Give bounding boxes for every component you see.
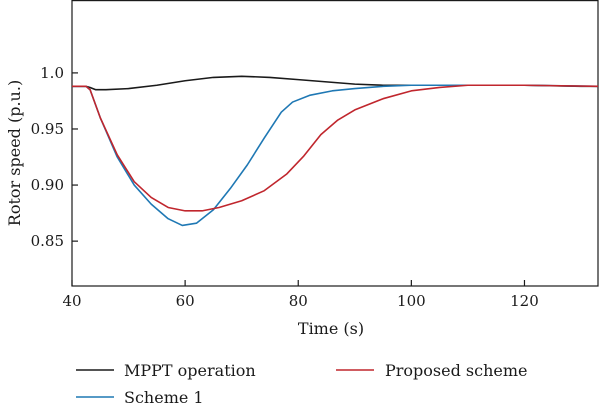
series-line-mppt-operation xyxy=(72,75,598,91)
x-axis-ticks: 40 60 80 100 120 xyxy=(62,280,539,310)
y-tick-label: 1.0 xyxy=(40,64,64,82)
x-tick-label: 60 xyxy=(176,292,195,310)
x-tick-label: 80 xyxy=(289,292,308,310)
legend-label: Proposed scheme xyxy=(385,361,528,380)
x-tick-label: 100 xyxy=(397,292,426,310)
series-line-scheme-1 xyxy=(72,84,599,227)
x-tick-label: 120 xyxy=(510,292,539,310)
legend-label: MPPT operation xyxy=(124,361,256,380)
y-tick-label: 0.95 xyxy=(31,120,64,138)
x-axis-label: Time (s) xyxy=(298,319,364,338)
legend-label: Scheme 1 xyxy=(124,388,204,404)
plot-frame xyxy=(71,0,599,287)
y-axis-ticks: 0.85 0.90 0.95 1.0 xyxy=(31,64,78,250)
y-tick-label: 0.90 xyxy=(31,176,64,194)
series-lines xyxy=(72,75,599,227)
series-line-proposed-scheme xyxy=(72,84,599,212)
y-axis-label: Rotor speed (p.u.) xyxy=(5,80,24,226)
y-tick-label: 0.85 xyxy=(31,232,64,250)
x-tick-label: 40 xyxy=(62,292,81,310)
plot-area xyxy=(71,0,599,287)
legend: MPPT operation Scheme 1 Proposed scheme xyxy=(76,361,528,404)
